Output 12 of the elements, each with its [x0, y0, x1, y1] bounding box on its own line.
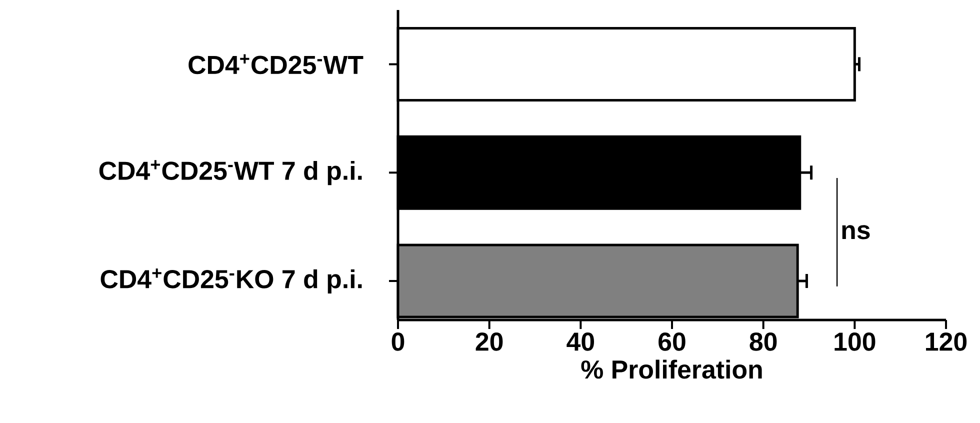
- y-tick-label: CD4$^{+}$CD25$^{-}$WT 7 d p.i.: [99, 160, 362, 186]
- x-axis-title: % Proliferation: [581, 360, 762, 379]
- x-tick-label: 60: [658, 332, 686, 351]
- x-tick-label: 40: [566, 332, 594, 351]
- x-tick-label: 100: [834, 332, 876, 351]
- y-tick-label: CD4$^{+}$CD25$^{-}$WT: [188, 54, 364, 74]
- annotation: ns: [842, 225, 870, 240]
- x-tick-label: 80: [750, 332, 777, 351]
- x-tick-label: 120: [926, 332, 967, 351]
- x-tick-label: 0: [392, 332, 404, 351]
- y-tick-label: CD4$^{+}$CD25$^{-}$KO 7 d p.i.: [100, 268, 362, 294]
- x-tick-label: 20: [476, 332, 503, 351]
